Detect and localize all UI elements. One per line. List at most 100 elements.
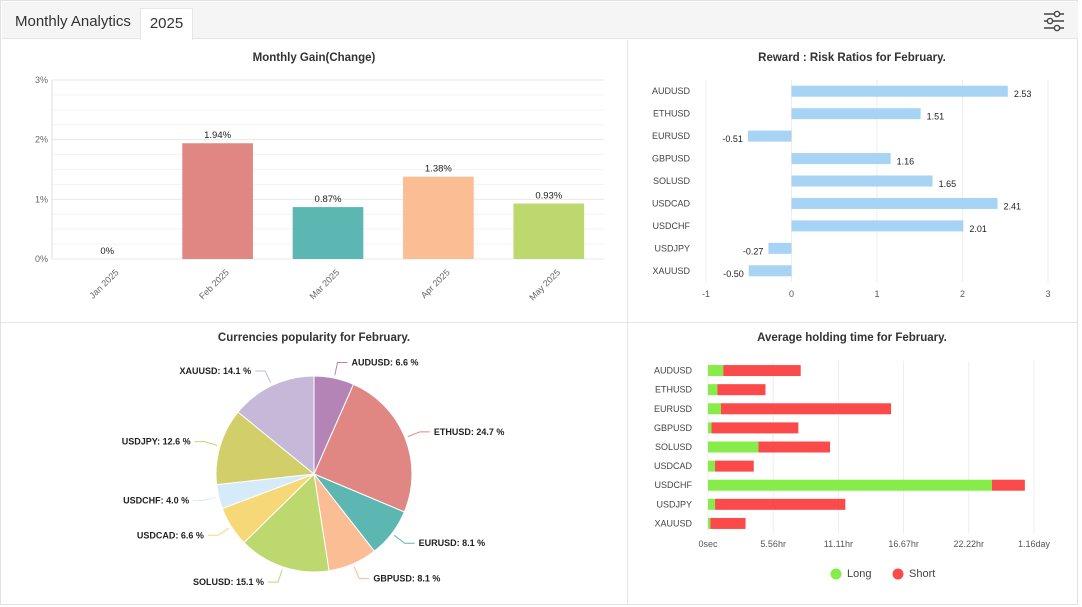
legend-label: Long: [847, 568, 871, 580]
pie-slice: [243, 472, 330, 573]
slice-label: USDCAD: 6.6 %: [137, 530, 204, 540]
pie-slice: [237, 375, 315, 476]
data-label: -0.51: [722, 134, 743, 144]
x-tick-label: 0sec: [698, 539, 718, 549]
leader-line: [207, 527, 230, 536]
y-tick-label: 2%: [35, 135, 48, 145]
chart-title: Average holding time for February.: [757, 332, 947, 344]
bar: [182, 143, 253, 259]
y-tick-label: USDCAD: [654, 461, 693, 471]
data-label: -0.27: [743, 246, 764, 256]
y-tick-label: ETHUSD: [655, 385, 693, 395]
x-tick-label: May 2025: [527, 267, 562, 302]
leader-line: [393, 534, 415, 544]
x-tick-label: 5.56hr: [760, 539, 786, 549]
bar: [791, 153, 891, 165]
data-label: 1.94%: [204, 130, 231, 141]
y-tick-label: GBPUSD: [654, 423, 693, 433]
bar-short: [720, 403, 892, 415]
monthly-gain-chart: Monthly Gain(Change) 0% 1% 2% 3% 0% Jan 2025 1…: [35, 52, 604, 302]
y-tick-label: XAUUSD: [652, 266, 690, 276]
x-tick-label: Apr 2025: [419, 267, 452, 300]
header-bar: Monthly Analytics 2025: [2, 2, 1078, 40]
data-label: 0.87%: [315, 194, 342, 205]
x-tick-label: 3: [1045, 289, 1050, 299]
y-tick-label: 1%: [35, 194, 48, 204]
slice-label: USDJPY: 12.6 %: [122, 437, 191, 447]
leader-line: [255, 370, 272, 383]
leader-line: [193, 496, 216, 501]
y-tick-label: USDCHF: [653, 221, 691, 231]
x-tick-label: 0: [789, 289, 794, 299]
pie-slice: [313, 383, 413, 513]
chart-title: Reward : Risk Ratios for February.: [758, 52, 946, 64]
x-tick-label: 2: [960, 289, 965, 299]
slice-label: GBPUSD: 8.1 %: [373, 574, 440, 584]
data-label: 1.38%: [425, 164, 452, 175]
slice-label: USDCHF: 4.0 %: [123, 495, 189, 505]
bar: [791, 220, 964, 232]
legend-label: Short: [909, 568, 935, 580]
x-tick-label: Feb 2025: [197, 267, 231, 301]
x-tick-label: 16.67hr: [888, 539, 919, 549]
data-label: 1.65: [939, 179, 957, 189]
y-tick-label: AUDUSD: [654, 366, 693, 376]
bar-short: [711, 422, 799, 434]
y-tick-label: SOLUSD: [653, 176, 691, 186]
sliders-icon[interactable]: [1042, 10, 1066, 32]
x-tick-label: 1: [874, 289, 879, 299]
y-tick-label: SOLUSD: [655, 442, 693, 452]
bar: [791, 85, 1008, 97]
bar-short: [758, 441, 831, 453]
bar-long: [708, 365, 724, 377]
y-tick-label: 3%: [35, 75, 48, 85]
bar-short: [991, 479, 1025, 491]
y-tick-label: EURUSD: [654, 404, 693, 414]
leader-line: [194, 441, 218, 446]
reward-risk-chart: Reward : Risk Ratios for February. -1 0 1 2…: [652, 52, 1051, 299]
x-tick-label: 1.16day: [1018, 539, 1051, 549]
slice-label: AUDUSD: 6.6 %: [351, 357, 418, 367]
chart-title: Currencies popularity for February.: [218, 332, 410, 344]
currency-popularity-chart: Currencies popularity for February. AUDU…: [122, 332, 505, 587]
y-tick-label: USDJPY: [656, 499, 692, 509]
y-tick-label: XAUUSD: [654, 518, 692, 528]
y-tick-label: USDJPY: [654, 243, 690, 253]
y-tick-label: USDCAD: [652, 198, 691, 208]
data-label: 2.01: [969, 224, 987, 234]
y-tick-label: 0%: [35, 254, 48, 264]
slice-label: SOLUSD: 15.1 %: [193, 577, 264, 587]
bar: [768, 242, 792, 254]
legend-marker: [830, 568, 842, 580]
x-tick-label: -1: [702, 289, 710, 299]
holding-time-chart: Average holding time for February. 0sec 5…: [654, 332, 1051, 580]
x-tick-label: Mar 2025: [307, 267, 341, 301]
slice-label: XAUUSD: 14.1 %: [180, 366, 252, 376]
leader-line: [407, 431, 430, 438]
bar-long: [708, 384, 718, 396]
bar: [791, 175, 933, 187]
slice-label: ETHUSD: 24.7 %: [434, 427, 505, 437]
data-label: -0.50: [723, 269, 744, 279]
y-tick-label: AUDUSD: [652, 86, 691, 96]
data-label: 1.51: [927, 112, 945, 122]
bar: [748, 265, 792, 277]
bar-short: [723, 365, 801, 377]
bar-long: [708, 517, 711, 529]
bar-long: [708, 498, 716, 510]
data-label: 1.16: [897, 157, 915, 167]
x-tick-label: 22.22hr: [954, 539, 985, 549]
slice-label: EURUSD: 8.1 %: [419, 538, 486, 548]
bar: [513, 203, 585, 259]
tab-year[interactable]: 2025: [140, 8, 193, 40]
chart-title: Monthly Gain(Change): [253, 52, 376, 64]
x-tick-label: Jan 2025: [87, 267, 120, 300]
bar-short: [710, 517, 746, 529]
panel-divider-horizontal: [1, 322, 1077, 323]
leader-line: [353, 566, 370, 580]
data-label: 0.93%: [535, 191, 562, 202]
legend-marker: [892, 568, 904, 580]
bar-long: [708, 441, 759, 453]
bar-short: [715, 460, 754, 472]
